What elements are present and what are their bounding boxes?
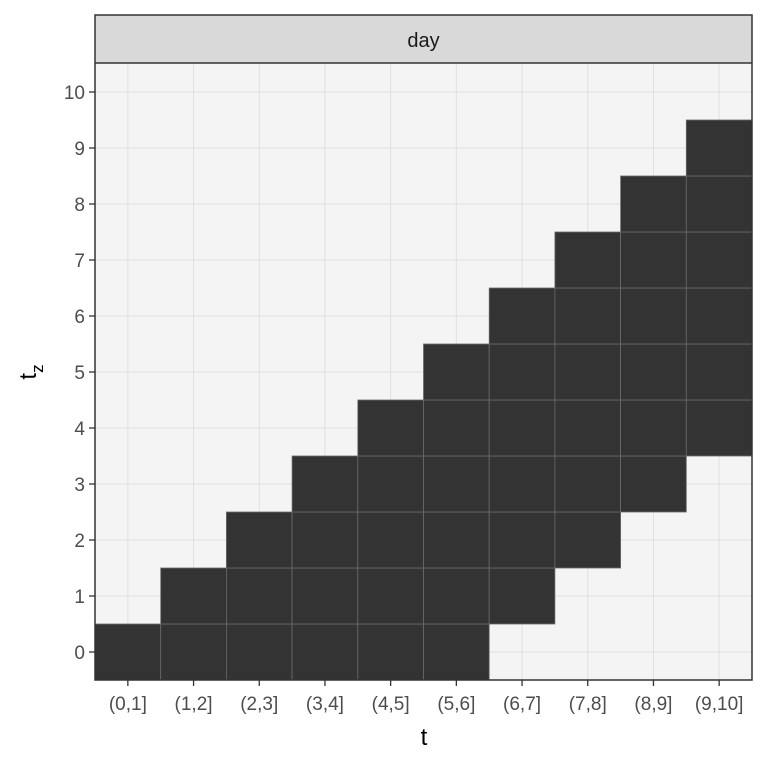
y-tick-label: 8 — [74, 195, 85, 216]
heatmap-tile — [554, 455, 622, 513]
facet-strip-background — [95, 15, 752, 63]
y-axis-title: tz — [15, 364, 47, 379]
heatmap-tile — [225, 623, 293, 681]
heatmap-tile — [423, 511, 490, 569]
heatmap-tile — [488, 287, 556, 345]
y-tick-label: 5 — [74, 363, 85, 384]
x-axis-title: t — [421, 724, 428, 751]
heatmap-tile — [357, 511, 424, 569]
y-tick-label: 7 — [74, 251, 85, 272]
heatmap-tile — [423, 567, 490, 625]
heatmap-tile — [620, 175, 687, 233]
y-tick-label: 2 — [74, 531, 85, 552]
y-tick-label: 6 — [74, 307, 85, 328]
heatmap-tile — [291, 455, 359, 513]
heatmap-tile — [620, 455, 687, 513]
heatmap-tile — [685, 119, 753, 177]
x-tick-label: (8,9] — [634, 694, 672, 715]
x-tick-label: (7,8] — [569, 694, 607, 715]
heatmap-tile — [685, 343, 753, 401]
y-tick-label: 3 — [74, 475, 85, 496]
heatmap-tile — [620, 231, 687, 289]
x-tick-label: (4,5] — [372, 694, 410, 715]
heatmap-tile — [620, 343, 687, 401]
heatmap-tile — [685, 287, 753, 345]
facet-strip-label: day — [407, 30, 439, 52]
x-tick-label: (5,6] — [437, 694, 475, 715]
plot-panel — [94, 63, 753, 681]
heatmap-tile — [554, 231, 622, 289]
heatmap-tile — [291, 567, 359, 625]
x-tick-label: (6,7] — [503, 694, 541, 715]
heatmap-tile — [291, 623, 359, 681]
facet-strip: day — [95, 15, 752, 63]
heatmap-tile — [291, 511, 359, 569]
panel-border — [94, 14, 753, 681]
heatmap-tile — [423, 343, 490, 401]
x-tick-label: (3,4] — [306, 694, 344, 715]
heatmap-tile — [685, 231, 753, 289]
heatmap-tile — [357, 623, 424, 681]
heatmap-tile — [554, 399, 622, 457]
heatmap-tile — [225, 567, 293, 625]
y-tick-label: 9 — [74, 139, 85, 160]
y-tick-label: 0 — [74, 643, 85, 664]
y-axis: 0 1 2 3 4 5 6 7 8 9 10 — [64, 83, 95, 664]
heatmap-tile — [620, 287, 687, 345]
heatmap-tile — [357, 399, 424, 457]
y-tick-label: 4 — [74, 419, 85, 440]
heatmap-tile — [554, 511, 622, 569]
heatmap-tile — [160, 623, 227, 681]
y-axis-title-subscript: z — [28, 364, 47, 373]
heatmap-tile — [423, 623, 490, 681]
heatmap-tile — [160, 567, 227, 625]
x-tick-label: (9,10] — [695, 694, 744, 715]
x-tick-label: (1,2] — [175, 694, 213, 715]
heatmap-tile — [685, 399, 753, 457]
y-tick-label: 1 — [74, 587, 85, 608]
heatmap-tile — [357, 455, 424, 513]
heatmap-tile — [685, 175, 753, 233]
heatmap-tile — [94, 623, 162, 681]
heatmap-tile — [488, 343, 556, 401]
heatmap-tile — [225, 511, 293, 569]
heatmap-tile — [488, 511, 556, 569]
heatmap-tile — [554, 343, 622, 401]
x-tick-label: (0,1] — [109, 694, 147, 715]
y-axis-title-group: tz — [15, 364, 47, 379]
heatmap-tile — [488, 567, 556, 625]
heatmap-tile — [488, 455, 556, 513]
y-tick-label: 10 — [64, 83, 85, 104]
heatmap-tile — [423, 455, 490, 513]
heatmap-tile — [357, 567, 424, 625]
heatmap-tile — [620, 399, 687, 457]
x-tick-label: (2,3] — [240, 694, 278, 715]
heatmap-tile — [488, 399, 556, 457]
y-axis-title-main: t — [15, 373, 42, 380]
heatmap-tile — [554, 287, 622, 345]
heatmap-tile — [423, 399, 490, 457]
x-axis: (0,1] (1,2] (2,3] (3,4] (4,5] (5,6] (6,7] (7,8]… — [109, 680, 744, 715]
